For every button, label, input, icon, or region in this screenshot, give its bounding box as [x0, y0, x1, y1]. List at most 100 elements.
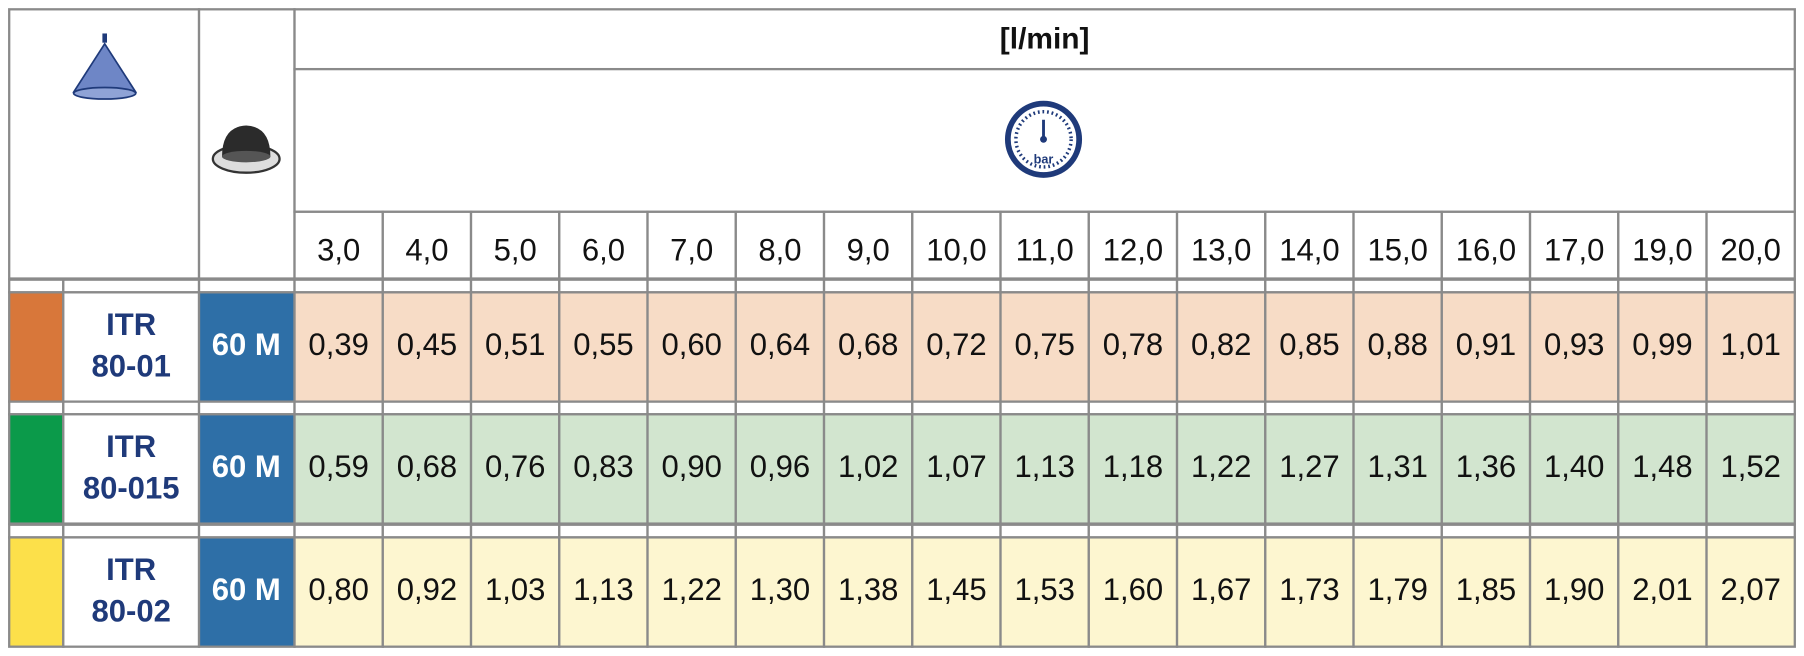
spacer-cell: [1617, 278, 1708, 294]
pressure-label: 5,0: [494, 232, 537, 267]
flow-value: 0,75: [1014, 327, 1074, 362]
spacer-cell: [911, 523, 1002, 539]
value-cell: [469, 413, 561, 525]
nozzle-name: ITR: [106, 429, 156, 464]
value-cell: [1705, 291, 1796, 403]
flow-value: 1,73: [1279, 572, 1339, 607]
flow-value: 0,60: [661, 327, 721, 362]
value-cell: [1264, 536, 1355, 648]
flow-value: 1,52: [1720, 449, 1780, 484]
value-cell: [999, 413, 1090, 525]
flow-value: 1,03: [485, 572, 545, 607]
flow-value: 1,38: [838, 572, 898, 607]
spacer-cell: [1175, 523, 1267, 539]
flow-value: 0,68: [397, 449, 457, 484]
spacer-cell: [8, 278, 65, 294]
spacer-cell: [1087, 523, 1179, 539]
pressure-cell: [822, 210, 914, 280]
pressure-label: 11,0: [1016, 232, 1074, 267]
spacer-cell: [1264, 523, 1355, 539]
pressure-label: 4,0: [405, 232, 448, 267]
color-swatch: [8, 291, 65, 403]
spacer-cell: [1175, 400, 1267, 416]
flow-value: 2,07: [1720, 572, 1780, 607]
spacer-cell: [734, 278, 826, 294]
spacer-cell: [197, 278, 296, 294]
spacer-cell: [646, 523, 737, 539]
flow-value: 1,85: [1456, 572, 1516, 607]
flow-value: 1,60: [1103, 572, 1163, 607]
value-cell: [469, 291, 561, 403]
value-cell: [734, 291, 826, 403]
value-cell: [293, 291, 384, 403]
spacer-cell: [1175, 278, 1267, 294]
pressure-label: 13,0: [1191, 232, 1251, 267]
flow-value: 0,80: [308, 572, 368, 607]
flow-value: 0,92: [397, 572, 457, 607]
pressure-cell: [1175, 210, 1267, 280]
flow-value: 1,27: [1279, 449, 1339, 484]
value-cell: [1705, 536, 1796, 648]
flow-value: 1,67: [1191, 572, 1251, 607]
unit-cell: [293, 8, 1796, 71]
flow-value: 0,76: [485, 449, 545, 484]
value-cell: [911, 536, 1002, 648]
value-cell: [1264, 413, 1355, 525]
nozzle-name: 80-02: [91, 594, 170, 629]
flow-value: 1,02: [838, 449, 898, 484]
spacer-cell: [469, 400, 561, 416]
spacer-cell: [1264, 400, 1355, 416]
value-cell: [734, 413, 826, 525]
spacer-cell: [558, 278, 649, 294]
value-cell: [293, 413, 384, 525]
pressure-label: 7,0: [670, 232, 713, 267]
unit-label: [l/min]: [1000, 22, 1090, 55]
spacer-cell: [1617, 523, 1708, 539]
spacer-cell: [381, 400, 473, 416]
spacer-cell: [469, 523, 561, 539]
spacer-cell: [8, 400, 65, 416]
pressure-cell: [558, 210, 649, 280]
value-cell: [381, 413, 473, 525]
spacer-cell: [8, 523, 65, 539]
flow-value: 1,22: [661, 572, 721, 607]
flow-value: 0,64: [750, 327, 810, 362]
flow-value: 1,22: [1191, 449, 1251, 484]
flow-value: 1,01: [1720, 327, 1780, 362]
spacer-cell: [1352, 400, 1443, 416]
spray-cone-icon: [72, 33, 138, 100]
spacer-cell: [62, 523, 201, 539]
spacer-cell: [558, 523, 649, 539]
value-cell: [381, 536, 473, 648]
flow-value: 1,79: [1367, 572, 1427, 607]
flow-value: 0,96: [750, 449, 810, 484]
spacer-cell: [1087, 278, 1179, 294]
value-cell: [822, 536, 914, 648]
spacer-cell: [646, 400, 737, 416]
flow-value: 0,59: [308, 449, 368, 484]
flow-value: 2,01: [1632, 572, 1692, 607]
flow-value: 1,90: [1544, 572, 1604, 607]
nozzle-name: ITR: [106, 552, 156, 587]
value-cell: [1440, 413, 1532, 525]
flow-value: 1,45: [926, 572, 986, 607]
spacer-cell: [293, 278, 384, 294]
filter-label: 60 M: [212, 327, 281, 362]
filter-cell: [197, 291, 296, 403]
flow-value: 0,68: [838, 327, 898, 362]
value-cell: [558, 413, 649, 525]
value-cell: [1440, 291, 1532, 403]
pressure-label: 10,0: [926, 232, 986, 267]
pressure-cell: [911, 210, 1002, 280]
spacer-cell: [1705, 523, 1796, 539]
pressure-cell: [1087, 210, 1179, 280]
spacer-cell: [734, 523, 826, 539]
flow-value: 1,36: [1456, 449, 1516, 484]
nozzle-name: ITR: [106, 307, 156, 342]
pressure-label: 6,0: [582, 232, 625, 267]
pressure-cell: [1617, 210, 1708, 280]
value-cell: [1352, 536, 1443, 648]
spacer-cell: [1440, 523, 1532, 539]
pressure-label: 16,0: [1456, 232, 1516, 267]
spacer-cell: [293, 400, 384, 416]
